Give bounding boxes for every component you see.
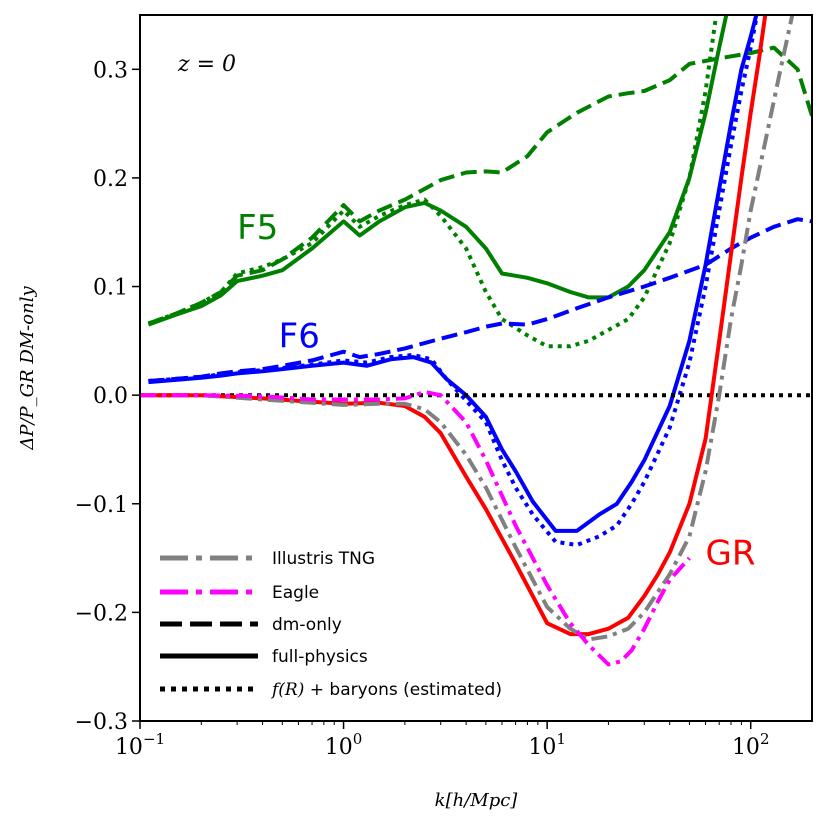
legend-label-1: Eagle: [272, 583, 319, 603]
redshift-annotation: z = 0: [177, 52, 236, 77]
x-tick-label: 100: [325, 730, 363, 760]
model-label-f5: F5: [237, 208, 278, 248]
y-tick-label: 0.2: [93, 167, 128, 192]
ticks-layer: −0.3 −0.2 −0.1 0.0 0.1 0.2 0.3 10−1 100 101 102: [75, 58, 770, 760]
legend: Illustris TNG Eagle dm-only full-physics f(R…: [160, 549, 502, 700]
model-label-f6: F6: [279, 316, 320, 356]
plot-frame: [139, 14, 813, 722]
y-tick-label: −0.2: [75, 601, 128, 626]
x-axis-label: k[h/Mpc]: [435, 790, 519, 811]
y-tick-label: 0.3: [93, 58, 128, 83]
series-line-0: [147, 45, 812, 326]
series-line-9: [140, 389, 691, 667]
model-labels: F5 F6 GR: [237, 208, 755, 574]
x-tick-label: 10−1: [115, 730, 165, 760]
series-line-2: [147, 15, 719, 349]
x-tick-label: 102: [732, 730, 770, 760]
series-line-8: [140, 15, 795, 642]
y-tick-label: 0.1: [93, 276, 128, 301]
x-tick-label: 101: [528, 730, 566, 760]
series-line-1: [147, 15, 729, 327]
series-layer: [140, 15, 812, 667]
y-tick-label: 0.0: [93, 384, 128, 409]
model-label-gr: GR: [706, 534, 756, 574]
series-line-4: [148, 15, 759, 533]
y-tick-label: −0.3: [75, 710, 128, 735]
legend-label-0: Illustris TNG: [272, 549, 375, 569]
legend-label-3: full-physics: [272, 647, 368, 667]
y-axis-label: ΔP/P_GR DM-only: [17, 286, 38, 451]
legend-label-2: dm-only: [272, 615, 342, 635]
legend-label-4: f(R) + baryons (estimated): [270, 680, 502, 700]
y-tick-label: −0.1: [75, 493, 128, 518]
